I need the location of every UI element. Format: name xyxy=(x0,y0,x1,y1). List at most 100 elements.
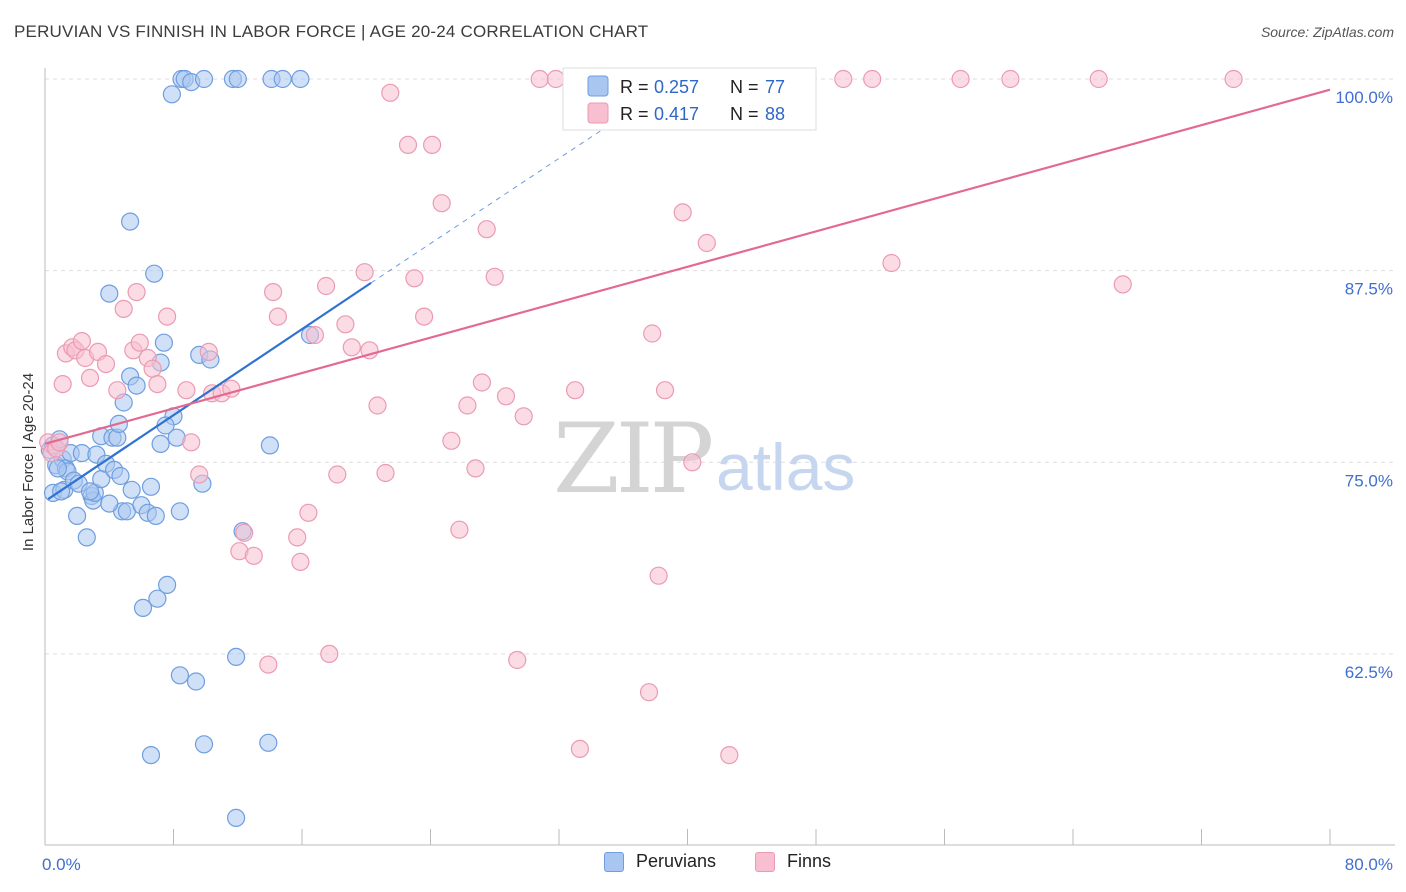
peruvian-point-22 xyxy=(100,284,119,303)
finn-point-16 xyxy=(127,283,146,302)
peruvian-point-11 xyxy=(67,506,87,526)
legend-n-label-finns: N = xyxy=(730,104,759,124)
finn-point-77 xyxy=(720,745,739,765)
finn-point-13 xyxy=(108,381,127,400)
finn-point-63 xyxy=(514,407,533,426)
peruvian-point-45 xyxy=(158,575,177,595)
legend-r-value-peruvians: 0.257 xyxy=(654,77,699,97)
peruvian-point-57 xyxy=(194,735,214,754)
finn-point-32 xyxy=(259,655,278,674)
finn-point-50 xyxy=(405,269,424,288)
finn-point-52 xyxy=(423,135,442,154)
finn-point-40 xyxy=(320,644,339,664)
peruvian-point-44 xyxy=(154,333,173,352)
legend-swatch-peruvians xyxy=(587,75,609,97)
y-tick-label-1: 75.0% xyxy=(1345,471,1393,490)
finn-point-85 xyxy=(1089,69,1108,89)
legend-label-finns: Finns xyxy=(787,851,832,871)
finn-point-74 xyxy=(673,203,692,222)
finn-point-14 xyxy=(114,299,133,318)
peruvian-point-71 xyxy=(227,808,246,828)
finn-point-62 xyxy=(508,650,527,670)
finn-point-36 xyxy=(291,552,310,572)
peruvian-point-39 xyxy=(145,264,164,283)
finn-point-61 xyxy=(496,387,516,406)
finn-point-8 xyxy=(72,332,92,351)
peruvian-point-50 xyxy=(170,666,189,685)
finn-point-75 xyxy=(683,453,702,472)
trend-lines xyxy=(44,88,1331,500)
finn-point-31 xyxy=(244,546,263,565)
finn-point-56 xyxy=(458,396,477,415)
finn-points xyxy=(39,69,1243,765)
legend-n-label-peruvians: N = xyxy=(730,77,759,97)
peruvian-point-72 xyxy=(48,459,68,478)
finn-point-43 xyxy=(342,338,361,357)
finn-point-42 xyxy=(336,315,355,334)
legend-item-peruvians[interactable]: Peruvians xyxy=(604,851,716,872)
finn-point-57 xyxy=(466,459,485,478)
finn-point-24 xyxy=(190,465,209,484)
peruvian-point-67 xyxy=(273,69,292,89)
peruvian-point-40 xyxy=(146,506,165,526)
x-tick-label-start: 0.0% xyxy=(42,855,81,874)
finn-point-82 xyxy=(882,253,901,273)
finn-trend-line xyxy=(44,88,1331,445)
finn-point-53 xyxy=(432,194,451,213)
finn-point-21 xyxy=(158,307,177,326)
y-axis-label: In Labor Force | Age 20-24 xyxy=(20,373,37,551)
peruvian-point-14 xyxy=(77,528,96,547)
finn-point-86 xyxy=(1113,275,1132,294)
finn-point-33 xyxy=(264,283,283,302)
legend-swatch-finns xyxy=(587,102,609,124)
y-tick-label-0: 62.5% xyxy=(1345,663,1393,682)
peruvian-point-64 xyxy=(259,733,278,752)
legend-item-finns[interactable]: Finns xyxy=(755,851,831,872)
peruvian-point-70 xyxy=(141,745,161,765)
peruvian-point-75 xyxy=(100,494,119,513)
peruvian-point-38 xyxy=(141,477,161,496)
finn-point-54 xyxy=(442,431,461,450)
finn-point-80 xyxy=(834,69,853,89)
finn-point-41 xyxy=(328,465,347,484)
finn-point-48 xyxy=(381,83,400,102)
finn-point-70 xyxy=(639,683,659,702)
peruvian-point-41 xyxy=(148,589,167,608)
finn-point-35 xyxy=(288,528,307,547)
peruvian-point-32 xyxy=(121,212,140,231)
peruvian-point-65 xyxy=(260,436,279,455)
finn-point-84 xyxy=(1001,69,1020,89)
legend-n-value-peruvians: 77 xyxy=(765,77,785,97)
finn-point-67 xyxy=(570,739,590,759)
y-tick-label-2: 87.5% xyxy=(1345,280,1393,299)
peruvian-point-54 xyxy=(186,672,206,691)
finn-point-66 xyxy=(565,381,585,400)
chart-title: PERUVIAN VS FINNISH IN LABOR FORCE | AGE… xyxy=(14,22,649,41)
finn-point-22 xyxy=(177,381,196,400)
finn-point-76 xyxy=(697,233,716,253)
peruvian-point-36 xyxy=(133,598,153,618)
finn-point-71 xyxy=(643,324,662,343)
x-tick-label-end: 80.0% xyxy=(1345,855,1393,874)
peruvian-point-61 xyxy=(227,647,246,667)
finn-point-59 xyxy=(477,220,496,239)
peruvian-point-46 xyxy=(162,85,181,104)
x-tick-labels: 0.0% 80.0% xyxy=(42,855,1393,874)
finn-point-73 xyxy=(655,381,675,400)
peruvian-point-49 xyxy=(170,502,189,521)
peruvian-point-68 xyxy=(291,69,310,89)
source-attribution: Source: ZipAtlas.com xyxy=(1260,24,1394,40)
finn-point-64 xyxy=(530,69,549,89)
y-tick-labels: 62.5% 75.0% 87.5% 100.0% xyxy=(1335,88,1393,682)
finn-point-17 xyxy=(130,333,149,352)
finn-point-83 xyxy=(951,69,970,89)
peruvian-points xyxy=(40,69,320,828)
finn-point-38 xyxy=(305,325,324,345)
peruvian-point-74 xyxy=(80,482,100,501)
finn-point-34 xyxy=(268,307,287,326)
finn-point-25 xyxy=(199,342,218,361)
watermark-atlas: atlas xyxy=(716,430,855,504)
peruvian-point-62 xyxy=(228,69,247,89)
finn-point-60 xyxy=(485,267,504,286)
